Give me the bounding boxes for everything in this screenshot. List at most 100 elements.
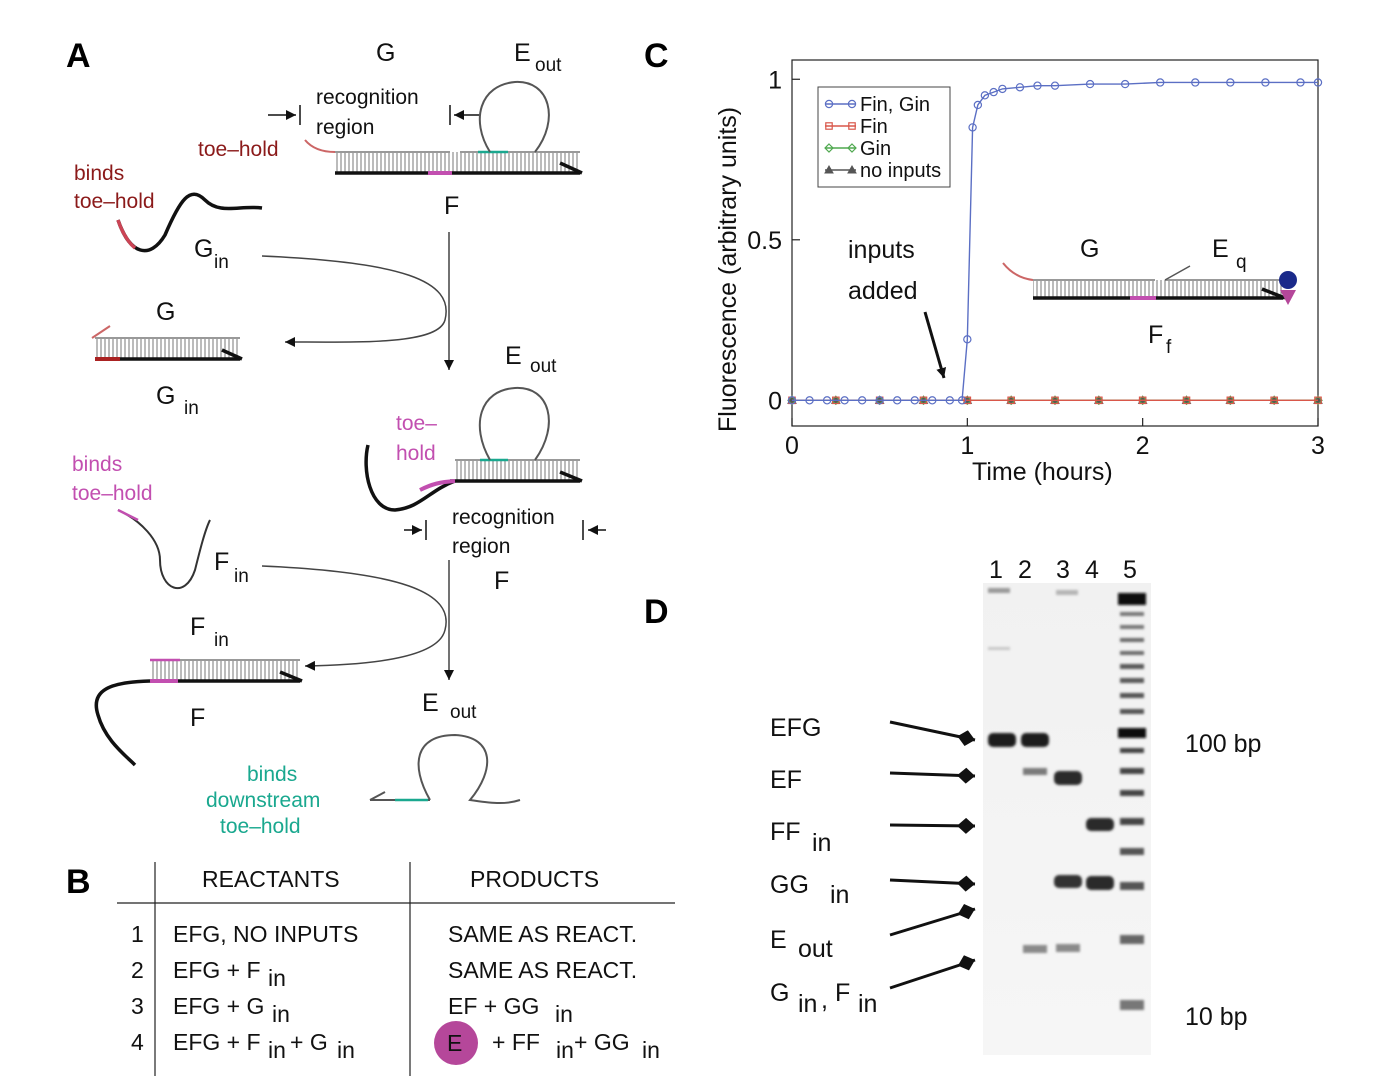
label-f-product: F — [190, 704, 205, 732]
data-point — [847, 164, 857, 174]
legend-entry: Fin, Gin — [860, 94, 930, 116]
x-tick-label: 1 — [960, 432, 974, 460]
panel-c: C 0 1 2 3 0 0.5 1 Time (hours) Fluorescence (a… — [644, 37, 1325, 486]
data-point — [805, 396, 814, 405]
inset-g: G — [1080, 235, 1099, 263]
data-point — [1182, 396, 1191, 405]
band-label-gin-comma: , — [821, 986, 828, 1014]
row-3-num: 3 — [131, 993, 144, 1019]
lane-label-5: 5 — [1123, 556, 1137, 584]
band-label-efg: EFG — [770, 714, 821, 742]
label-binds-2: binds — [72, 453, 122, 476]
data-point — [1155, 78, 1165, 87]
label-binds-3: binds — [247, 763, 297, 786]
data-point — [875, 396, 884, 405]
data-point — [1120, 79, 1130, 89]
row-1-reactants: EFG, NO INPUTS — [173, 921, 358, 947]
label-fin-product: F — [190, 613, 205, 641]
row-3-products: EF + GG — [448, 993, 539, 1019]
data-point — [824, 164, 834, 174]
plot-frame — [791, 59, 1319, 427]
inset-reporter: G E q F f — [1002, 235, 1297, 358]
label-fin-product-sub: in — [214, 630, 229, 651]
fluorophore-triangle — [1280, 290, 1296, 305]
x-tick-label: 3 — [1311, 432, 1325, 460]
label-toehold-1: toe–hold — [74, 190, 155, 213]
panel-b: B REACTANTS PRODUCTS 1 EFG, NO INPUTS SA… — [66, 862, 675, 1076]
fin-strand — [117, 509, 211, 590]
data-point — [980, 91, 990, 100]
arrow-ffin — [889, 817, 976, 834]
band-label-ef: EF — [770, 766, 802, 794]
label-toehold-3: toe–hold — [220, 815, 301, 838]
inset-f-sub: f — [1166, 337, 1172, 358]
annotation-added: added — [848, 277, 918, 305]
band-label-fin: F — [835, 979, 850, 1007]
label-e-top: E — [514, 39, 531, 67]
y-tick-label: 1 — [768, 66, 782, 94]
y-tick-label: 0.5 — [747, 227, 782, 255]
data-point — [1313, 78, 1323, 87]
reaction-arrow-1-left — [261, 255, 447, 348]
y-axis-label: Fluorescence (arbitrary units) — [714, 107, 742, 432]
data-point — [989, 87, 998, 97]
e-product-label: E — [447, 1030, 462, 1056]
label-downstream: downstream — [206, 789, 320, 812]
label-toehold-2: toe–hold — [72, 482, 153, 505]
arrow-ggin — [889, 875, 976, 892]
data-point — [847, 99, 857, 109]
reaction-arrow-2-left — [261, 565, 447, 671]
row-4-products-sub-2: in — [642, 1037, 660, 1063]
label-recognition-mid: recognition — [452, 506, 555, 529]
row-2-num: 2 — [131, 957, 144, 983]
data-point — [1226, 396, 1235, 405]
data-point — [1270, 396, 1278, 405]
marker-100bp: 100 bp — [1185, 730, 1261, 758]
panel-c-letter: C — [644, 37, 669, 75]
panel-d: D 1 2 3 4 5 — [644, 556, 1261, 1055]
data-point — [968, 123, 977, 132]
header-products: PRODUCTS — [470, 866, 599, 892]
band-label-ffin: FF — [770, 818, 801, 846]
data-point — [957, 396, 967, 405]
legend-entry: no inputs — [860, 160, 941, 182]
row-4-products: + FF — [492, 1029, 540, 1055]
panel-a: A G E out recognition region toe–hold F … — [66, 37, 606, 838]
band-label-ggin-sub: in — [830, 881, 849, 909]
label-region-mid: region — [452, 535, 510, 558]
data-point — [1191, 78, 1200, 87]
label-e-top-sub: out — [535, 55, 562, 76]
arrow-efg — [889, 720, 976, 746]
annotation-inputs: inputs — [848, 236, 915, 264]
header-reactants: REACTANTS — [202, 866, 340, 892]
data-point — [998, 84, 1007, 94]
marker-10bp: 10 bp — [1185, 1003, 1248, 1031]
row-4-reactants-g: + G — [290, 1029, 328, 1055]
label-recognition-top: recognition — [316, 86, 419, 109]
label-hold-mid: hold — [396, 442, 436, 465]
data-point — [848, 122, 856, 130]
inset-q: q — [1236, 252, 1247, 273]
annotation-arrow — [923, 311, 947, 379]
data-point — [1051, 396, 1059, 405]
panel-a-letter: A — [66, 37, 91, 75]
data-point — [824, 143, 834, 153]
arrow-ef — [889, 767, 976, 784]
label-e-mid-sub: out — [530, 356, 557, 377]
ggin-duplex — [91, 325, 243, 361]
label-gin-sub: in — [214, 252, 229, 273]
row-3-reactants: EFG + G — [173, 993, 264, 1019]
lane-label-3: 3 — [1056, 556, 1070, 584]
data-point — [893, 396, 902, 405]
x-tick-label: 0 — [785, 432, 799, 460]
row-3-reactants-sub: in — [272, 1001, 290, 1027]
label-fin-sub: in — [234, 566, 249, 587]
label-eout-product: E — [422, 689, 439, 717]
data-point — [928, 396, 937, 405]
quencher-dot — [1279, 271, 1297, 289]
data-point — [1050, 81, 1060, 90]
hairpin-loop-top — [478, 80, 550, 153]
arrow-eout — [889, 903, 976, 937]
data-point — [857, 396, 867, 405]
